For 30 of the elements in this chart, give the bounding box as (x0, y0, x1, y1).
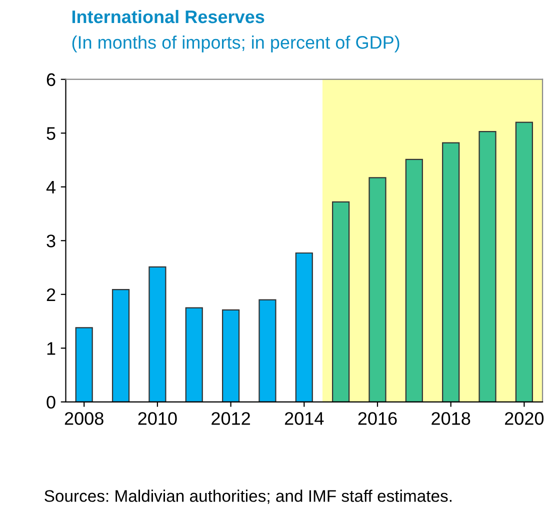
x-tick-label: 2012 (212, 412, 250, 425)
chart-subtitle: (In months of imports; in percent of GDP) (72, 36, 400, 52)
x-tick-label: 2010 (138, 412, 177, 425)
bar (185, 307, 203, 402)
bar (478, 130, 496, 402)
y-tick-label: 6 (46, 73, 56, 86)
bar (258, 299, 276, 402)
bar (442, 142, 460, 402)
x-tick-label: 2014 (284, 412, 324, 425)
y-tick-label: 0 (46, 396, 56, 409)
y-tick-label: 2 (46, 288, 56, 301)
chart-title: International Reserves (72, 10, 264, 24)
bar (332, 201, 350, 402)
bar (148, 266, 166, 402)
x-tick-label: 2020 (505, 412, 544, 425)
bar (222, 309, 240, 402)
x-tick-label: 2018 (432, 412, 470, 425)
y-tick-label: 5 (46, 127, 56, 140)
y-tick-label: 1 (47, 342, 56, 355)
y-tick-label: 3 (46, 234, 56, 248)
y-tick-label: 4 (46, 181, 56, 194)
bar (75, 327, 93, 402)
bar (368, 177, 386, 402)
bar (515, 122, 533, 402)
x-tick-label: 2008 (64, 412, 104, 425)
x-tick-label: 2016 (358, 412, 397, 425)
bar (295, 252, 313, 402)
bar (405, 158, 423, 402)
source-note: Sources: Maldivian authorities; and IMF staff estimates. (44, 490, 452, 504)
bar (112, 289, 130, 402)
